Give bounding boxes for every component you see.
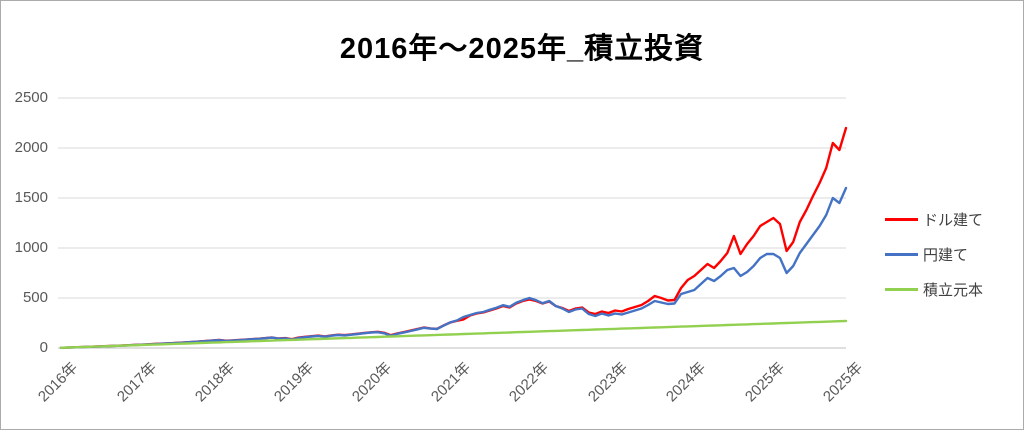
series-line-ドル建て	[59, 126, 848, 349]
chart-title: 2016年～2025年_積立投資	[339, 33, 705, 65]
y-axis-tick-label: 2000	[14, 139, 48, 156]
legend-line-swatch	[885, 287, 918, 291]
legend-item: 積立元本	[885, 279, 983, 299]
y-axis-tick-label: 500	[22, 289, 48, 306]
legend-label: ドル建て	[923, 211, 984, 229]
legend-line-swatch	[885, 252, 918, 256]
legend: ドル建て円建て積立元本	[885, 209, 983, 314]
y-axis-tick-label: 1000	[14, 239, 48, 256]
legend-label: 積立元本	[923, 281, 984, 299]
series-line-積立元本	[59, 319, 848, 349]
y-axis-tick-label: 1500	[14, 189, 48, 206]
legend-line-swatch	[885, 217, 918, 221]
y-axis-tick-label: 2500	[14, 89, 48, 106]
legend-label: 円建て	[923, 246, 969, 264]
y-axis-tick-label: 0	[39, 339, 48, 356]
legend-item: ドル建て	[885, 209, 983, 229]
series-line-円建て	[59, 186, 848, 349]
legend-item: 円建て	[885, 244, 983, 264]
